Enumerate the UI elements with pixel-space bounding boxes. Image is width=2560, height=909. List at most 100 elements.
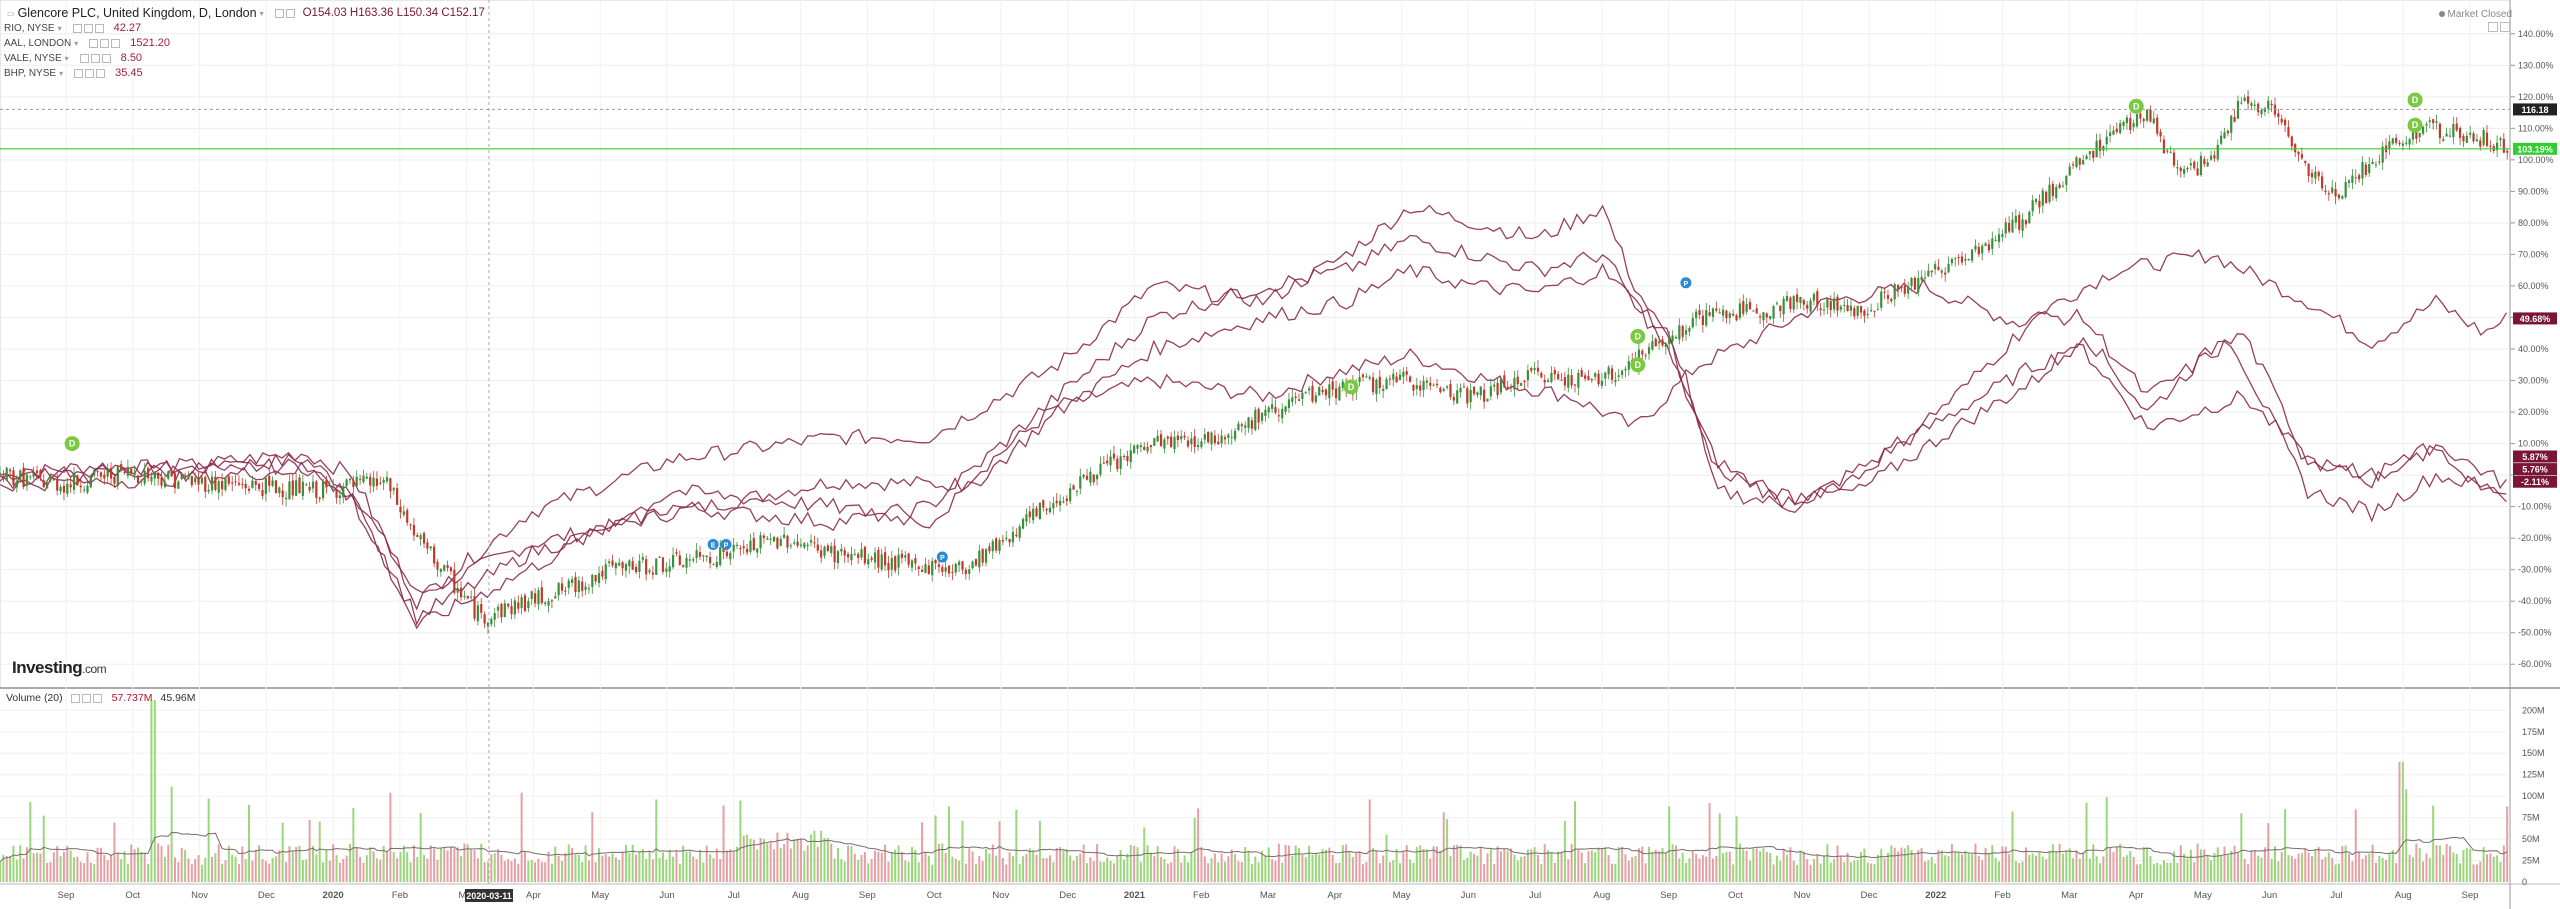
volume-bar — [974, 864, 977, 882]
candle-body — [1900, 286, 1903, 289]
chevron-down-icon[interactable]: ▾ — [259, 9, 264, 18]
volume-bar — [419, 813, 422, 882]
volume-bar — [301, 859, 304, 882]
compare-row-controls[interactable] — [74, 69, 107, 78]
comparison-line — [0, 204, 2507, 611]
candle-body — [1173, 437, 1176, 450]
candle-body — [1122, 455, 1126, 457]
candle-body — [1493, 384, 1496, 387]
x-tick-label: Sep — [2462, 890, 2479, 901]
candle-body — [850, 553, 853, 561]
volume-legend-controls[interactable] — [70, 693, 104, 703]
compare-row-controls[interactable] — [72, 24, 106, 33]
price-badge — [2513, 142, 2557, 155]
volume-bar — [39, 853, 42, 882]
candlesticks — [0, 89, 2509, 635]
compare-symbol-row[interactable]: RIO, NYSE ▾ 42.27 — [4, 21, 485, 36]
volume-bar — [1129, 844, 1132, 882]
volume-bar — [2385, 860, 2388, 882]
volume-bar — [258, 845, 261, 882]
volume-bar — [1678, 858, 1681, 882]
volume-bar — [1748, 860, 1751, 882]
volume-bar — [2361, 858, 2364, 882]
collapse-icon[interactable]: ▭ — [7, 9, 15, 18]
candle-body — [187, 477, 190, 480]
candle-body — [325, 480, 328, 488]
volume-bar — [2024, 847, 2027, 882]
candle-body — [25, 474, 29, 486]
price-badge-text: -2.11% — [2521, 477, 2549, 487]
volume-bar — [73, 857, 76, 882]
candle-body — [1964, 258, 1967, 261]
candle-body — [628, 560, 631, 567]
volume-bar — [1112, 863, 1115, 882]
volume-label[interactable]: Volume (20) — [6, 692, 63, 704]
volume-bar — [2401, 761, 2404, 882]
compare-row-controls[interactable] — [79, 54, 113, 63]
pane-controls[interactable] — [2488, 22, 2510, 32]
volume-bar — [2035, 855, 2038, 882]
candle-body — [1752, 310, 1755, 312]
candle-body — [1923, 277, 1927, 279]
logo-text: Investing — [12, 658, 83, 677]
candle-body — [2499, 138, 2502, 141]
price-badge-text: 5.76% — [2522, 465, 2548, 475]
volume-bar — [1038, 820, 1041, 882]
candle-body — [1718, 312, 1721, 314]
volume-bar — [2418, 848, 2421, 882]
candle-body — [2233, 117, 2236, 122]
candle-body — [1079, 476, 1082, 489]
volume-bar — [2267, 823, 2270, 882]
volume-bar — [2388, 853, 2391, 882]
candle-body — [1513, 378, 1516, 390]
candle-body — [2156, 117, 2159, 134]
volume-bar — [587, 860, 590, 882]
volume-bar — [2226, 855, 2229, 882]
x-tick-label: Aug — [792, 890, 809, 901]
chevron-down-icon[interactable]: ▾ — [64, 54, 69, 63]
candle-body — [991, 541, 994, 552]
volume-bar — [1001, 858, 1004, 882]
candle-body — [2088, 151, 2091, 155]
candle-body — [1018, 526, 1021, 538]
x-tick-label: Aug — [1593, 890, 1610, 901]
volume-bar — [937, 843, 940, 882]
candle-body — [813, 542, 816, 544]
candle-body — [1661, 339, 1664, 346]
volume-bar — [2146, 847, 2149, 882]
volume-bar — [389, 792, 392, 882]
volume-bar — [1089, 857, 1092, 882]
candle-body — [1193, 436, 1196, 448]
compare-symbol-row[interactable]: VALE, NYSE ▾ 8.50 — [4, 51, 485, 66]
volume-bar — [900, 851, 903, 882]
candle-body — [2395, 137, 2398, 143]
candle-body — [547, 601, 550, 606]
candle-body — [779, 539, 782, 546]
candle-body — [517, 602, 520, 609]
volume-bar — [2314, 850, 2317, 882]
volume-bar — [968, 848, 971, 882]
compare-row-controls[interactable] — [89, 39, 122, 48]
volume-bar — [752, 839, 755, 882]
volume-bar — [2364, 855, 2367, 882]
compare-symbol-list: RIO, NYSE ▾ 42.27 AAL, LONDON ▾ 1521.20 VALE, … — [4, 21, 485, 81]
volume-bar — [1792, 860, 1795, 882]
volume-bar — [2216, 847, 2219, 882]
volume-bar — [167, 844, 170, 882]
pane-minimize-icon[interactable] — [2488, 22, 2498, 32]
candle-body — [1758, 316, 1762, 318]
compare-symbol-row[interactable]: AAL, LONDON ▾ 1521.20 — [4, 36, 485, 51]
compare-symbol-row[interactable]: BHP, NYSE ▾ 35.45 — [4, 66, 485, 81]
volume-bar — [1557, 851, 1560, 882]
candle-body — [1822, 309, 1826, 311]
volume-bar — [540, 861, 543, 882]
legend-controls[interactable] — [274, 9, 297, 18]
instrument-title[interactable]: Glencore PLC, United Kingdom, D, London — [17, 6, 257, 20]
chevron-down-icon[interactable]: ▾ — [59, 69, 64, 78]
chevron-down-icon[interactable]: ▾ — [74, 39, 79, 48]
candle-body — [2485, 132, 2489, 146]
chevron-down-icon[interactable]: ▾ — [57, 24, 62, 33]
volume-bar — [147, 864, 150, 882]
pane-maximize-icon[interactable] — [2500, 22, 2510, 32]
